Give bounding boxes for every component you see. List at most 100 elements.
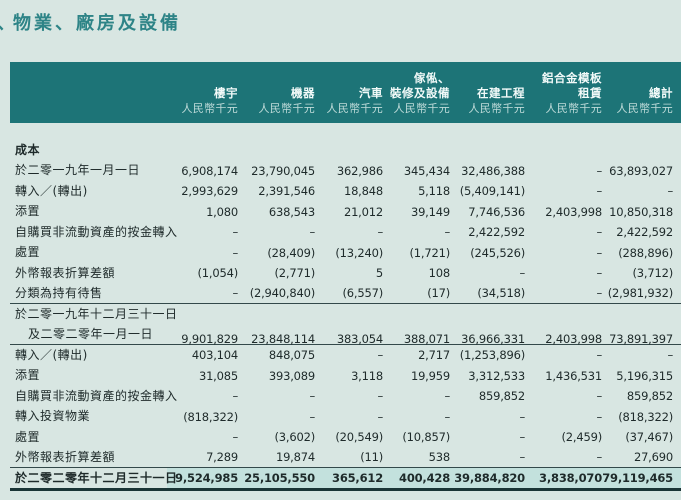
- cell-value: –: [232, 286, 238, 301]
- cell-value: –: [377, 225, 383, 240]
- column-unit: 人民幣千元: [545, 102, 602, 116]
- row-label: 成本: [15, 142, 41, 157]
- row-label: 自購買非流動資產的按金轉入: [15, 224, 178, 239]
- table-row: 外幣報表折算差額 7,289 19,874 (11) 538 – – 27,690: [10, 448, 681, 468]
- column-header: 汽車 人民幣千元: [315, 86, 383, 116]
- table-row: 轉入投資物業 (818,322) – – – – – (818,322): [10, 407, 681, 428]
- row-label: 轉入／(轉出): [15, 347, 88, 362]
- cell-value: 859,852: [626, 389, 673, 404]
- cell-value: (6,557): [342, 286, 384, 301]
- cell-value: 859,852: [478, 389, 525, 404]
- cell-value: 400,428: [399, 470, 450, 485]
- row-label: 分類為持有待售: [15, 285, 103, 300]
- cell-value: (3,712): [632, 266, 674, 281]
- row-label: 於二零一九年一月一日: [15, 163, 141, 178]
- cell-value: 388,071: [403, 331, 450, 346]
- table-row: 轉入／(轉出) 2,993,629 2,391,546 18,848 5,118 (5,4…: [10, 181, 681, 202]
- row-label: 於二零一九年十二月三十一日 及二零二零年一月一日: [15, 304, 178, 345]
- cell-value: 9,901,829: [181, 331, 238, 346]
- cell-value: –: [444, 409, 450, 424]
- table-row: 分類為持有待售 – (2,940,840) (6,557) (17) (34,518) –(…: [10, 284, 681, 304]
- column-header: 傢俬、 裝修及設備 人民幣千元: [383, 71, 450, 116]
- cell-value: (1,721): [409, 245, 451, 260]
- cell-value: 2,403,998: [545, 204, 602, 219]
- table-row: 自購買非流動資產的按金轉入 – – – – 859,852 – 859,852: [10, 386, 681, 407]
- cell-value: –: [519, 266, 525, 281]
- cell-value: (2,771): [274, 266, 316, 281]
- ppe-table: 樓宇 人民幣千元 機器 人民幣千元 汽車 人民幣千元 傢俬、 裝修及設備 人民幣千元 在建工程人…: [10, 62, 681, 491]
- cell-value: 36,966,331: [461, 331, 525, 346]
- cell-value: (2,981,932): [607, 286, 674, 301]
- row-label-line: 於二零一九年十二月三十一日: [15, 307, 178, 321]
- cell-value: 32,486,388: [461, 163, 525, 178]
- column-header: 在建工程 人民幣千元: [450, 86, 525, 116]
- row-label: 自購買非流動資產的按金轉入: [15, 388, 178, 403]
- row-label: 添置: [15, 204, 41, 219]
- column-name: 總計: [649, 86, 673, 101]
- cell-value: –: [596, 163, 602, 178]
- cell-value: –: [596, 389, 602, 404]
- cell-value: –: [596, 348, 602, 363]
- cell-value: 3,838,070: [539, 470, 602, 485]
- cell-value: 393,089: [268, 368, 315, 383]
- column-unit: 人民幣千元: [468, 102, 525, 116]
- row-label: 外幣報表折算差額: [15, 449, 116, 464]
- column-header: 總計 人民幣千元: [602, 86, 673, 116]
- row-label: 添置: [15, 368, 41, 383]
- column-unit: 人民幣千元: [181, 102, 238, 116]
- row-label: 轉入／(轉出): [15, 183, 88, 198]
- cell-value: –: [596, 245, 602, 260]
- cell-value: (5,409,141): [459, 184, 526, 199]
- cell-value: –: [309, 409, 315, 424]
- cell-value: (10,857): [402, 430, 450, 445]
- cell-value: 383,054: [336, 331, 383, 346]
- cell-value: 39,149: [410, 204, 450, 219]
- cell-value: –: [309, 389, 315, 404]
- table-row: 於二零二零年十二月三十一日 9,524,985 25,105,550 365,612 4…: [10, 468, 681, 491]
- cell-value: (818,322): [618, 409, 673, 424]
- table-row: 轉入／(轉出) 403,104 848,075 – 2,717 (1,253,896) – –: [10, 345, 681, 366]
- cell-value: 23,848,114: [251, 331, 315, 346]
- clipped-edge-glyph: 丶: [0, 18, 5, 40]
- cell-value: 848,075: [268, 348, 315, 363]
- cell-value: –: [596, 225, 602, 240]
- cell-value: (1,054): [197, 266, 239, 281]
- column-name: 汽車: [359, 86, 383, 101]
- row-label: 轉入投資物業: [15, 409, 91, 424]
- cell-value: 403,104: [191, 348, 238, 363]
- table-body: 成本於二零一九年一月一日 6,908,174 23,790,045 362,986 34…: [10, 140, 681, 491]
- table-row: 成本: [10, 140, 681, 161]
- cell-value: (818,322): [183, 409, 238, 424]
- cell-value: (13,240): [335, 245, 383, 260]
- cell-value: –: [444, 225, 450, 240]
- cell-value: –: [667, 348, 673, 363]
- table-row: 自購買非流動資產的按金轉入 – – – –2,422,592–2,422,592: [10, 222, 681, 243]
- cell-value: (17): [427, 286, 450, 301]
- cell-value: –: [444, 389, 450, 404]
- cell-value: 2,391,546: [258, 184, 315, 199]
- column-header: 機器 人民幣千元: [238, 86, 315, 116]
- cell-value: 63,893,027: [609, 163, 673, 178]
- column-name: 樓宇: [214, 86, 238, 101]
- table-row: 於二零一九年一月一日 6,908,174 23,790,045 362,986 345,…: [10, 161, 681, 182]
- cell-value: 21,012: [343, 204, 383, 219]
- table-header: 樓宇 人民幣千元 機器 人民幣千元 汽車 人民幣千元 傢俬、 裝修及設備 人民幣千元 在建工程人…: [10, 62, 681, 123]
- column-name: 機器: [291, 86, 315, 101]
- column-name: 鋁合金模板 租賃: [542, 70, 602, 101]
- cell-value: 5,196,315: [616, 368, 673, 383]
- cell-value: (34,518): [477, 286, 525, 301]
- cell-value: (288,896): [618, 245, 673, 260]
- cell-value: 1,436,531: [545, 368, 602, 383]
- cell-value: 10,850,318: [609, 204, 673, 219]
- cell-value: (2,459): [561, 430, 603, 445]
- cell-value: 23,790,045: [251, 163, 315, 178]
- cell-value: –: [309, 225, 315, 240]
- cell-value: 2,993,629: [181, 184, 238, 199]
- cell-value: 365,612: [332, 470, 383, 485]
- cell-value: –: [596, 266, 602, 281]
- cell-value: 7,746,536: [468, 204, 525, 219]
- cell-value: –: [232, 245, 238, 260]
- cell-value: 538: [428, 450, 451, 465]
- cell-value: 39,884,820: [454, 470, 525, 485]
- cell-value: 27,690: [633, 450, 673, 465]
